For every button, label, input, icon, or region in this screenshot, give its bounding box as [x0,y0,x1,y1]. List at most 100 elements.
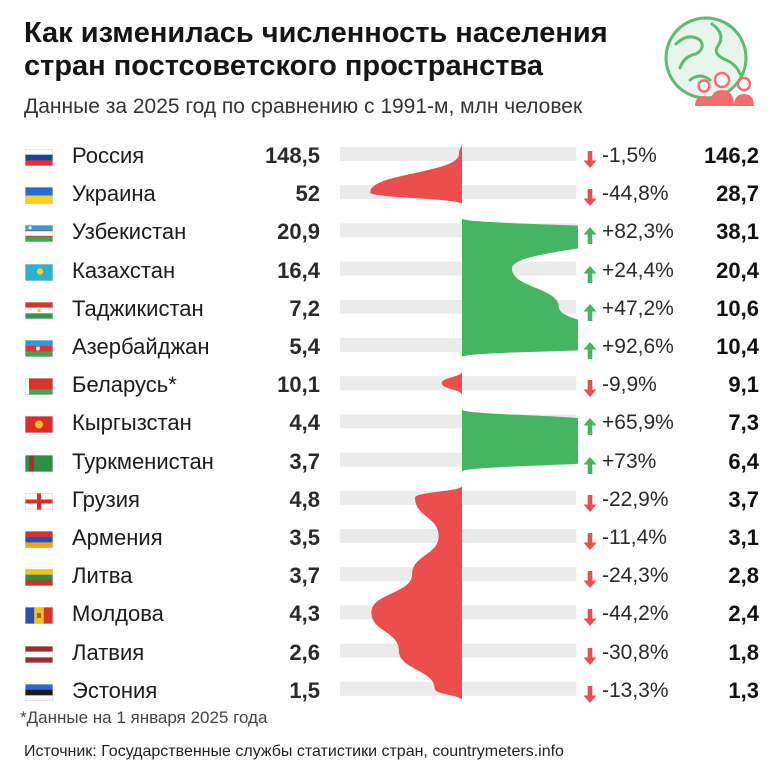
value-1991: 52 [295,181,320,207]
flag-kyrgyzstan [25,416,53,434]
country-name: Казахстан [72,257,176,283]
country-name: Украина [72,181,156,207]
flag-armenia [25,531,53,548]
value-2025: 9,1 [728,372,759,398]
arrow-up-icon [583,342,597,359]
value-1991: 3,7 [289,563,320,589]
change-percent: -11,4% [602,526,667,549]
change-percent: +65,9% [602,411,674,435]
change-percent: -1,5% [602,144,657,167]
flag-belarus [25,378,53,396]
table-row: Молдова 4,3 -44,2% 2,4 [0,595,774,633]
country-name: Азербайджан [72,334,210,359]
value-1991: 4,8 [289,486,320,512]
country-name: Туркменистан [72,448,214,474]
table-row: Туркменистан 3,7 +73% 6,4 [0,443,774,481]
country-name: Латвия [72,639,145,665]
country-name: Грузия [72,486,140,512]
value-2025: 3,7 [728,486,759,512]
value-1991: 7,2 [289,295,320,321]
value-2025: 2,8 [728,563,759,589]
flag-moldova [25,607,53,625]
change-chart [340,142,578,701]
table-row: Узбекистан 20,9 +82,3% 38,1 [0,213,774,251]
flag-azerbaijan [25,340,53,357]
table-row: Армения 3,5 -11,4% 3,1 [0,519,774,557]
globe-people-icon [664,16,754,106]
value-2025: 1,8 [728,639,759,665]
arrow-down-icon [583,189,597,207]
table-row: Грузия 4,8 -22,9% 3,7 [0,481,774,519]
arrow-down-icon [583,685,597,703]
arrow-up-icon [583,227,597,245]
table-row: Беларусь* 10,1 -9,9% 9,1 [0,366,774,404]
flag-latvia [25,645,53,663]
country-name: Армения [72,525,163,550]
table-row: Латвия 2,6 -30,8% 1,8 [0,634,774,672]
value-1991: 16,4 [277,257,320,283]
row-background-bar [340,261,576,276]
flag-estonia [25,683,53,701]
change-percent: -44,8% [602,182,669,206]
arrow-down-icon [583,571,597,589]
arrow-down-icon [583,494,597,512]
change-percent: +73% [602,449,657,473]
table-row: Таджикистан 7,2 +47,2% 10,6 [0,290,774,328]
row-background-bar [340,147,576,161]
arrow-up-icon [583,265,597,283]
value-1991: 1,5 [289,677,320,703]
country-name: Узбекистан [72,219,187,245]
country-name: Таджикистан [72,295,204,321]
increase-area [462,409,578,472]
arrow-up-icon [583,456,597,474]
increase-area [462,218,578,357]
flag-georgia [25,492,53,510]
change-percent: -24,3% [602,564,669,588]
table-row: Кыргызстан 4,4 +65,9% 7,3 [0,404,774,442]
value-2025: 10,4 [716,334,759,359]
value-2025: 10,6 [716,295,759,321]
table-row: Эстония 1,5 -13,3% 1,3 [0,672,774,710]
flag-ukraine [25,187,53,205]
flag-turkmenistan [25,454,53,472]
value-2025: 1,3 [728,677,759,703]
arrow-up-icon [583,303,597,321]
country-name: Литва [72,563,133,589]
arrow-down-icon [583,380,597,398]
value-1991: 4,3 [289,601,320,627]
value-1991: 148,5 [264,143,320,168]
flag-lithuania [25,569,53,587]
change-percent: +24,4% [602,258,674,282]
value-2025: 28,7 [716,181,759,207]
table-row: Литва 3,7 -24,3% 2,8 [0,557,774,595]
change-percent: -13,3% [602,678,669,702]
decrease-area [371,485,462,701]
table-row: Казахстан 16,4 +24,4% 20,4 [0,252,774,290]
country-name: Кыргызстан [72,410,192,436]
country-name: Беларусь* [72,372,177,398]
arrow-up-icon [583,418,597,436]
change-percent: -44,2% [602,602,669,626]
country-name: Россия [72,143,145,168]
value-2025: 7,3 [728,410,759,436]
decrease-area [370,142,462,205]
flag-kazakhstan [25,263,53,281]
value-2025: 146,2 [703,143,759,168]
value-1991: 10,1 [277,372,320,398]
change-percent: -30,8% [602,640,669,664]
table-row: Украина 52 -44,8% 28,7 [0,175,774,213]
arrow-down-icon [583,647,597,665]
value-1991: 2,6 [289,639,320,665]
decrease-area [441,371,462,396]
change-percent: +92,6% [602,335,674,358]
value-2025: 38,1 [716,219,759,245]
value-1991: 20,9 [277,219,320,245]
arrow-down-icon [583,609,597,627]
value-1991: 4,4 [289,410,320,436]
flag-uzbekistan [25,225,53,243]
change-percent: -22,9% [602,487,669,511]
change-percent: -9,9% [602,373,657,397]
footnote: *Данные на 1 января 2025 года [20,708,268,727]
value-1991: 5,4 [289,334,320,359]
value-1991: 3,7 [289,448,320,474]
